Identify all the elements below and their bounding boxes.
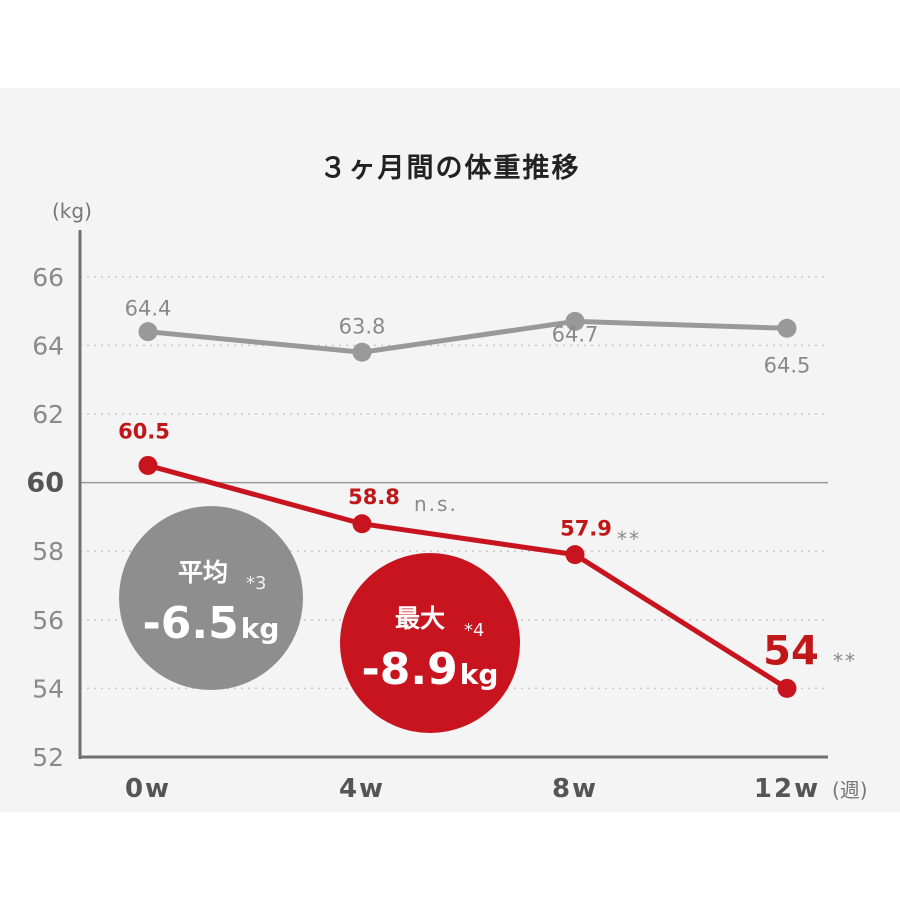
max-badge-value: -8.9 — [362, 644, 458, 695]
y-tick-64: 64 — [32, 331, 64, 360]
series-1-label-0: 64.4 — [125, 297, 172, 321]
max-badge-unit: kg — [460, 658, 499, 691]
series-2-point-1 — [352, 514, 372, 534]
y-tick-52: 52 — [32, 743, 64, 772]
significance-12w: ** — [833, 649, 857, 673]
axes — [78, 230, 828, 759]
x-tick-12w: 12w — [754, 774, 820, 804]
chart-title: ３ヶ月間の体重推移 — [320, 153, 581, 184]
max-badge-circle — [340, 553, 520, 733]
series-1-point-3 — [777, 318, 797, 338]
average-badge-value: -6.5 — [143, 598, 239, 649]
y-tick-62: 62 — [32, 400, 64, 429]
x-tick-8w: 8w — [552, 774, 598, 804]
average-badge-circle — [119, 506, 303, 690]
series-2-point-0 — [138, 455, 158, 475]
series-2-line — [147, 463, 789, 691]
series-2-point-3 — [777, 678, 797, 698]
y-axis-unit: (kg) — [52, 199, 92, 223]
significance-8w: ** — [617, 527, 641, 551]
x-tick-labels: 0w 4w 8w 12w — [125, 774, 820, 804]
y-tick-58: 58 — [32, 537, 64, 566]
series-1-point-2 — [565, 311, 585, 331]
y-tick-66: 66 — [32, 263, 64, 292]
x-axis-unit: (週) — [832, 778, 868, 802]
average-badge-label: 平均 — [178, 558, 228, 587]
series-lines: 64.4 63.8 64.7 64.5 60.5 58.8 57.9 54 n.s. ** ** — [118, 297, 857, 698]
series-1-point-0 — [138, 322, 158, 342]
series-1-point-1 — [352, 342, 372, 362]
significance-4w: n.s. — [414, 492, 458, 516]
average-badge-value-line: -6.5kg — [143, 598, 280, 649]
y-tick-60: 60 — [26, 468, 64, 499]
series-2-label-2: 57.9 — [560, 517, 612, 541]
series-1-label-2: 64.7 — [552, 322, 599, 346]
average-badge: 平均 *3 -6.5kg — [119, 506, 303, 690]
series-1-label-3: 64.5 — [764, 353, 811, 377]
x-tick-0w: 0w — [125, 774, 171, 804]
series-2-label-1: 58.8 — [348, 485, 400, 509]
series-2-label-3: 54 — [763, 628, 819, 674]
y-tick-54: 54 — [32, 674, 64, 703]
max-badge-note: *4 — [464, 620, 484, 641]
x-tick-4w: 4w — [339, 774, 385, 804]
series-2-label-0: 60.5 — [118, 419, 170, 443]
y-tick-labels: 52 54 56 58 60 62 64 66 — [26, 263, 64, 772]
y-tick-56: 56 — [32, 606, 64, 635]
max-badge-value-line: -8.9kg — [362, 644, 499, 695]
max-badge-label: 最大 — [395, 604, 445, 633]
series-1-label-1: 63.8 — [339, 314, 386, 338]
average-badge-unit: kg — [241, 612, 280, 645]
series-2-point-2 — [565, 545, 585, 565]
series-1-line — [147, 318, 788, 355]
average-badge-note: *3 — [246, 573, 266, 594]
max-badge: 最大 *4 -8.9kg — [340, 553, 520, 733]
